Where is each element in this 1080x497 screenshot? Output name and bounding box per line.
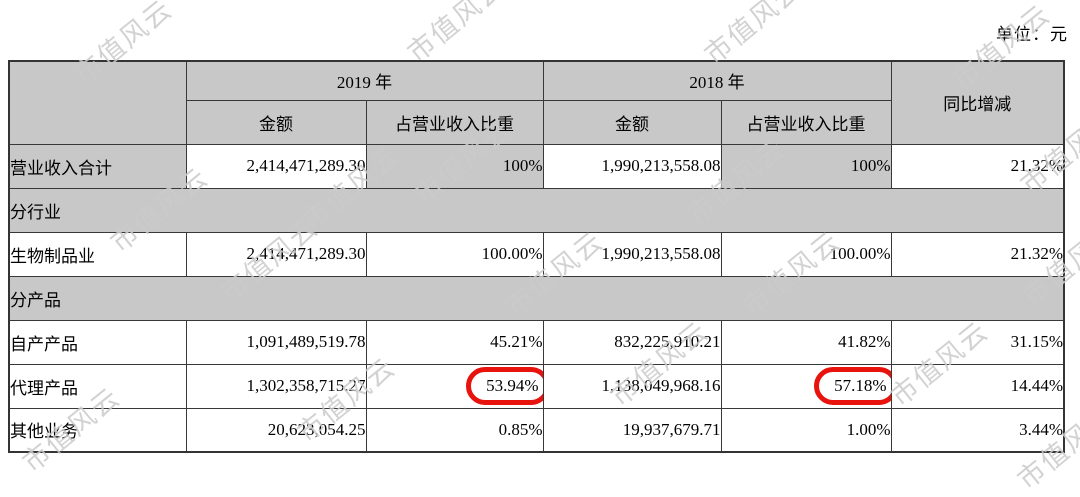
section-label-by-industry: 分行业: [8, 187, 1065, 233]
header-cell-year-2019: 2019 年: [185, 60, 544, 101]
cell-total-share-2019: 100%: [365, 143, 544, 189]
header-row-measures: 金额 占营业收入比重 金额 占营业收入比重: [9, 99, 1064, 145]
cell-other-yoy: 3.44%: [890, 407, 1065, 453]
cell-other-amount-2018: 19,937,679.71: [542, 407, 722, 453]
cell-self-yoy: 31.15%: [890, 319, 1065, 365]
cell-total-share-2018: 100%: [720, 143, 892, 189]
cell-bio-amount-2018: 1,990,213,558.08: [542, 231, 722, 277]
cell-total-amount-2019: 2,414,471,289.30: [185, 143, 367, 189]
cell-other-share-2018: 1.00%: [720, 407, 892, 453]
row-label-other: 其他业务: [8, 407, 187, 453]
table-row-other-business: 其他业务 20,623,054.25 0.85% 19,937,679.71 1…: [8, 407, 1065, 453]
section-row-by-product: 分产品: [8, 275, 1065, 321]
cell-agency-share-2019: 53.94%: [365, 363, 544, 409]
revenue-breakdown-table: 2019 年 2018 年 同比增减 金额 占营业收入比重 金额 占营业收入比重…: [8, 60, 1065, 453]
header-row-years: 2019 年 2018 年 同比增减: [8, 60, 1065, 145]
section-row-by-industry: 分行业: [8, 187, 1065, 233]
table-row-bio-products: 生物制品业 2,414,471,289.30 100.00% 1,990,213…: [8, 231, 1065, 277]
cell-bio-share-2018: 100.00%: [720, 231, 892, 277]
cell-agency-amount-2019: 1,302,358,715.27: [185, 363, 367, 409]
red-circle-annotation-2019: 53.94%: [466, 367, 542, 405]
cell-bio-share-2019: 100.00%: [365, 231, 544, 277]
header-cell-yoy: 同比增减: [890, 60, 1065, 145]
cell-agency-share-2018: 57.18%: [720, 363, 892, 409]
cell-total-yoy: 21.32%: [890, 143, 1065, 189]
cell-agency-yoy: 14.44%: [890, 363, 1065, 409]
header-cell-share-2019: 占营业收入比重: [365, 99, 544, 145]
unit-label: 单位：元: [996, 25, 1068, 44]
cell-bio-amount-2019: 2,414,471,289.30: [185, 231, 367, 277]
header-cell-empty: [8, 60, 187, 145]
cell-self-amount-2018: 832,225,910.21: [542, 319, 722, 365]
table-row-self-produced: 自产产品 1,091,489,519.78 45.21% 832,225,910…: [8, 319, 1065, 365]
row-label-bio-products: 生物制品业: [8, 231, 187, 277]
header-cell-year-2018: 2018 年: [542, 60, 892, 101]
row-label-total: 营业收入合计: [8, 143, 187, 189]
cell-agency-amount-2018: 1,138,049,968.16: [542, 363, 722, 409]
cell-other-amount-2019: 20,623,054.25: [185, 407, 367, 453]
header-cell-amount-2019: 金额: [185, 99, 367, 145]
table-row-agency-products: 代理产品 1,302,358,715.27 53.94% 1,138,049,9…: [8, 363, 1065, 409]
row-label-self-produced: 自产产品: [8, 319, 187, 365]
row-label-agency: 代理产品: [8, 363, 187, 409]
cell-bio-yoy: 21.32%: [890, 231, 1065, 277]
cell-self-share-2019: 45.21%: [365, 319, 544, 365]
cell-self-share-2018: 41.82%: [720, 319, 892, 365]
section-label-by-product: 分产品: [8, 275, 1065, 321]
cell-other-share-2019: 0.85%: [365, 407, 544, 453]
table-row-total-revenue: 营业收入合计 2,414,471,289.30 100% 1,990,213,5…: [8, 143, 1065, 189]
cell-self-amount-2019: 1,091,489,519.78: [185, 319, 367, 365]
red-circle-annotation-2018: 57.18%: [814, 367, 890, 405]
header-cell-share-2018: 占营业收入比重: [720, 99, 892, 145]
cell-total-amount-2018: 1,990,213,558.08: [542, 143, 722, 189]
header-cell-amount-2018: 金额: [542, 99, 722, 145]
